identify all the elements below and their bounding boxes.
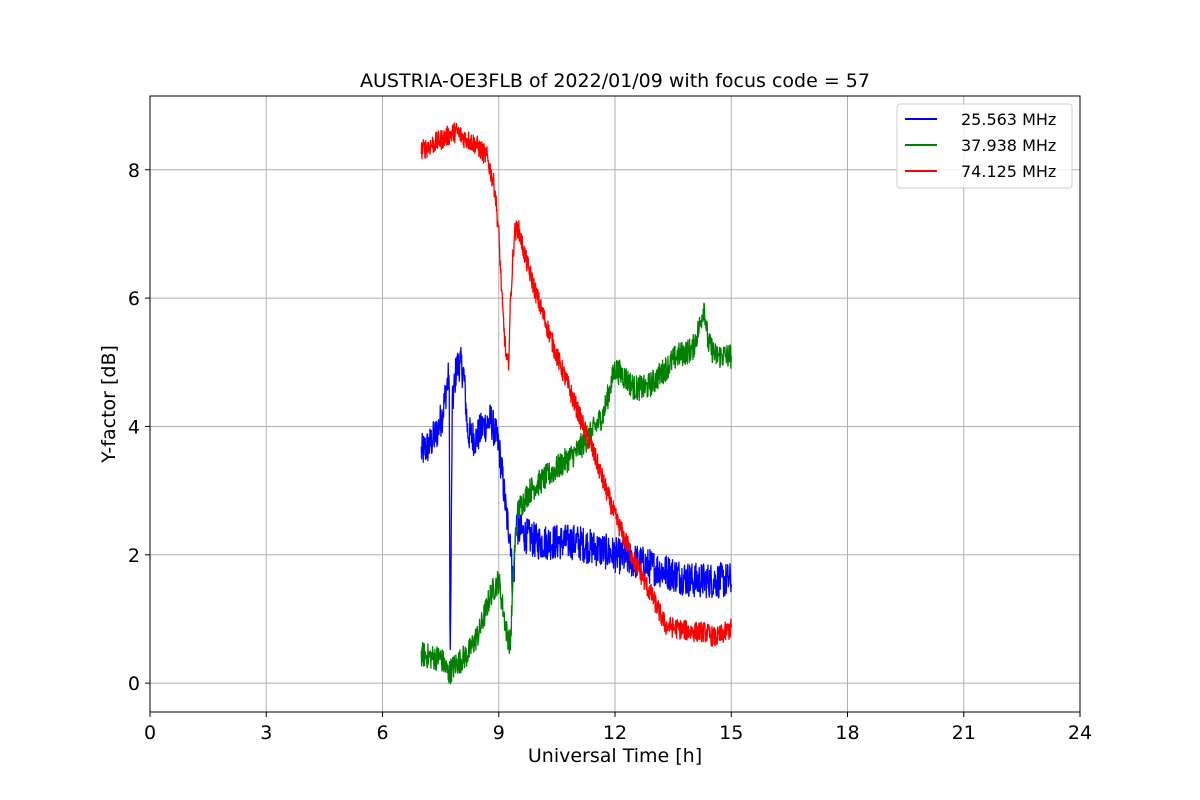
series-line [420, 122, 732, 647]
x-axis-label: Universal Time [h] [528, 745, 702, 767]
y-axis-label: Y-factor [dB] [98, 345, 120, 464]
y-tick-label: 0 [128, 673, 140, 695]
series-line [420, 302, 732, 685]
chart-title: AUSTRIA-OE3FLB of 2022/01/09 with focus … [360, 70, 870, 92]
y-tick-label: 4 [128, 416, 140, 438]
x-tick-label: 3 [260, 722, 272, 744]
legend-entry: 74.125 MHz [961, 162, 1056, 181]
x-tick-label: 12 [603, 722, 627, 744]
legend-entry: 37.938 MHz [961, 136, 1056, 155]
x-tick-label: 21 [952, 722, 976, 744]
x-tick-label: 9 [493, 722, 505, 744]
x-tick-label: 15 [719, 722, 743, 744]
series-group [420, 122, 732, 685]
y-tick-label: 6 [128, 288, 140, 310]
y-tick-label: 8 [128, 160, 140, 182]
series-line [420, 346, 732, 651]
x-tick-label: 0 [144, 722, 156, 744]
y-tick-label: 2 [128, 545, 140, 567]
x-tick-label: 6 [376, 722, 388, 744]
x-tick-label: 24 [1068, 722, 1092, 744]
legend: 25.563 MHz 37.938 MHz 74.125 MHz [896, 103, 1073, 189]
legend-box [896, 103, 1073, 189]
legend-entry: 25.563 MHz [961, 110, 1056, 129]
x-tick-label: 18 [835, 722, 859, 744]
